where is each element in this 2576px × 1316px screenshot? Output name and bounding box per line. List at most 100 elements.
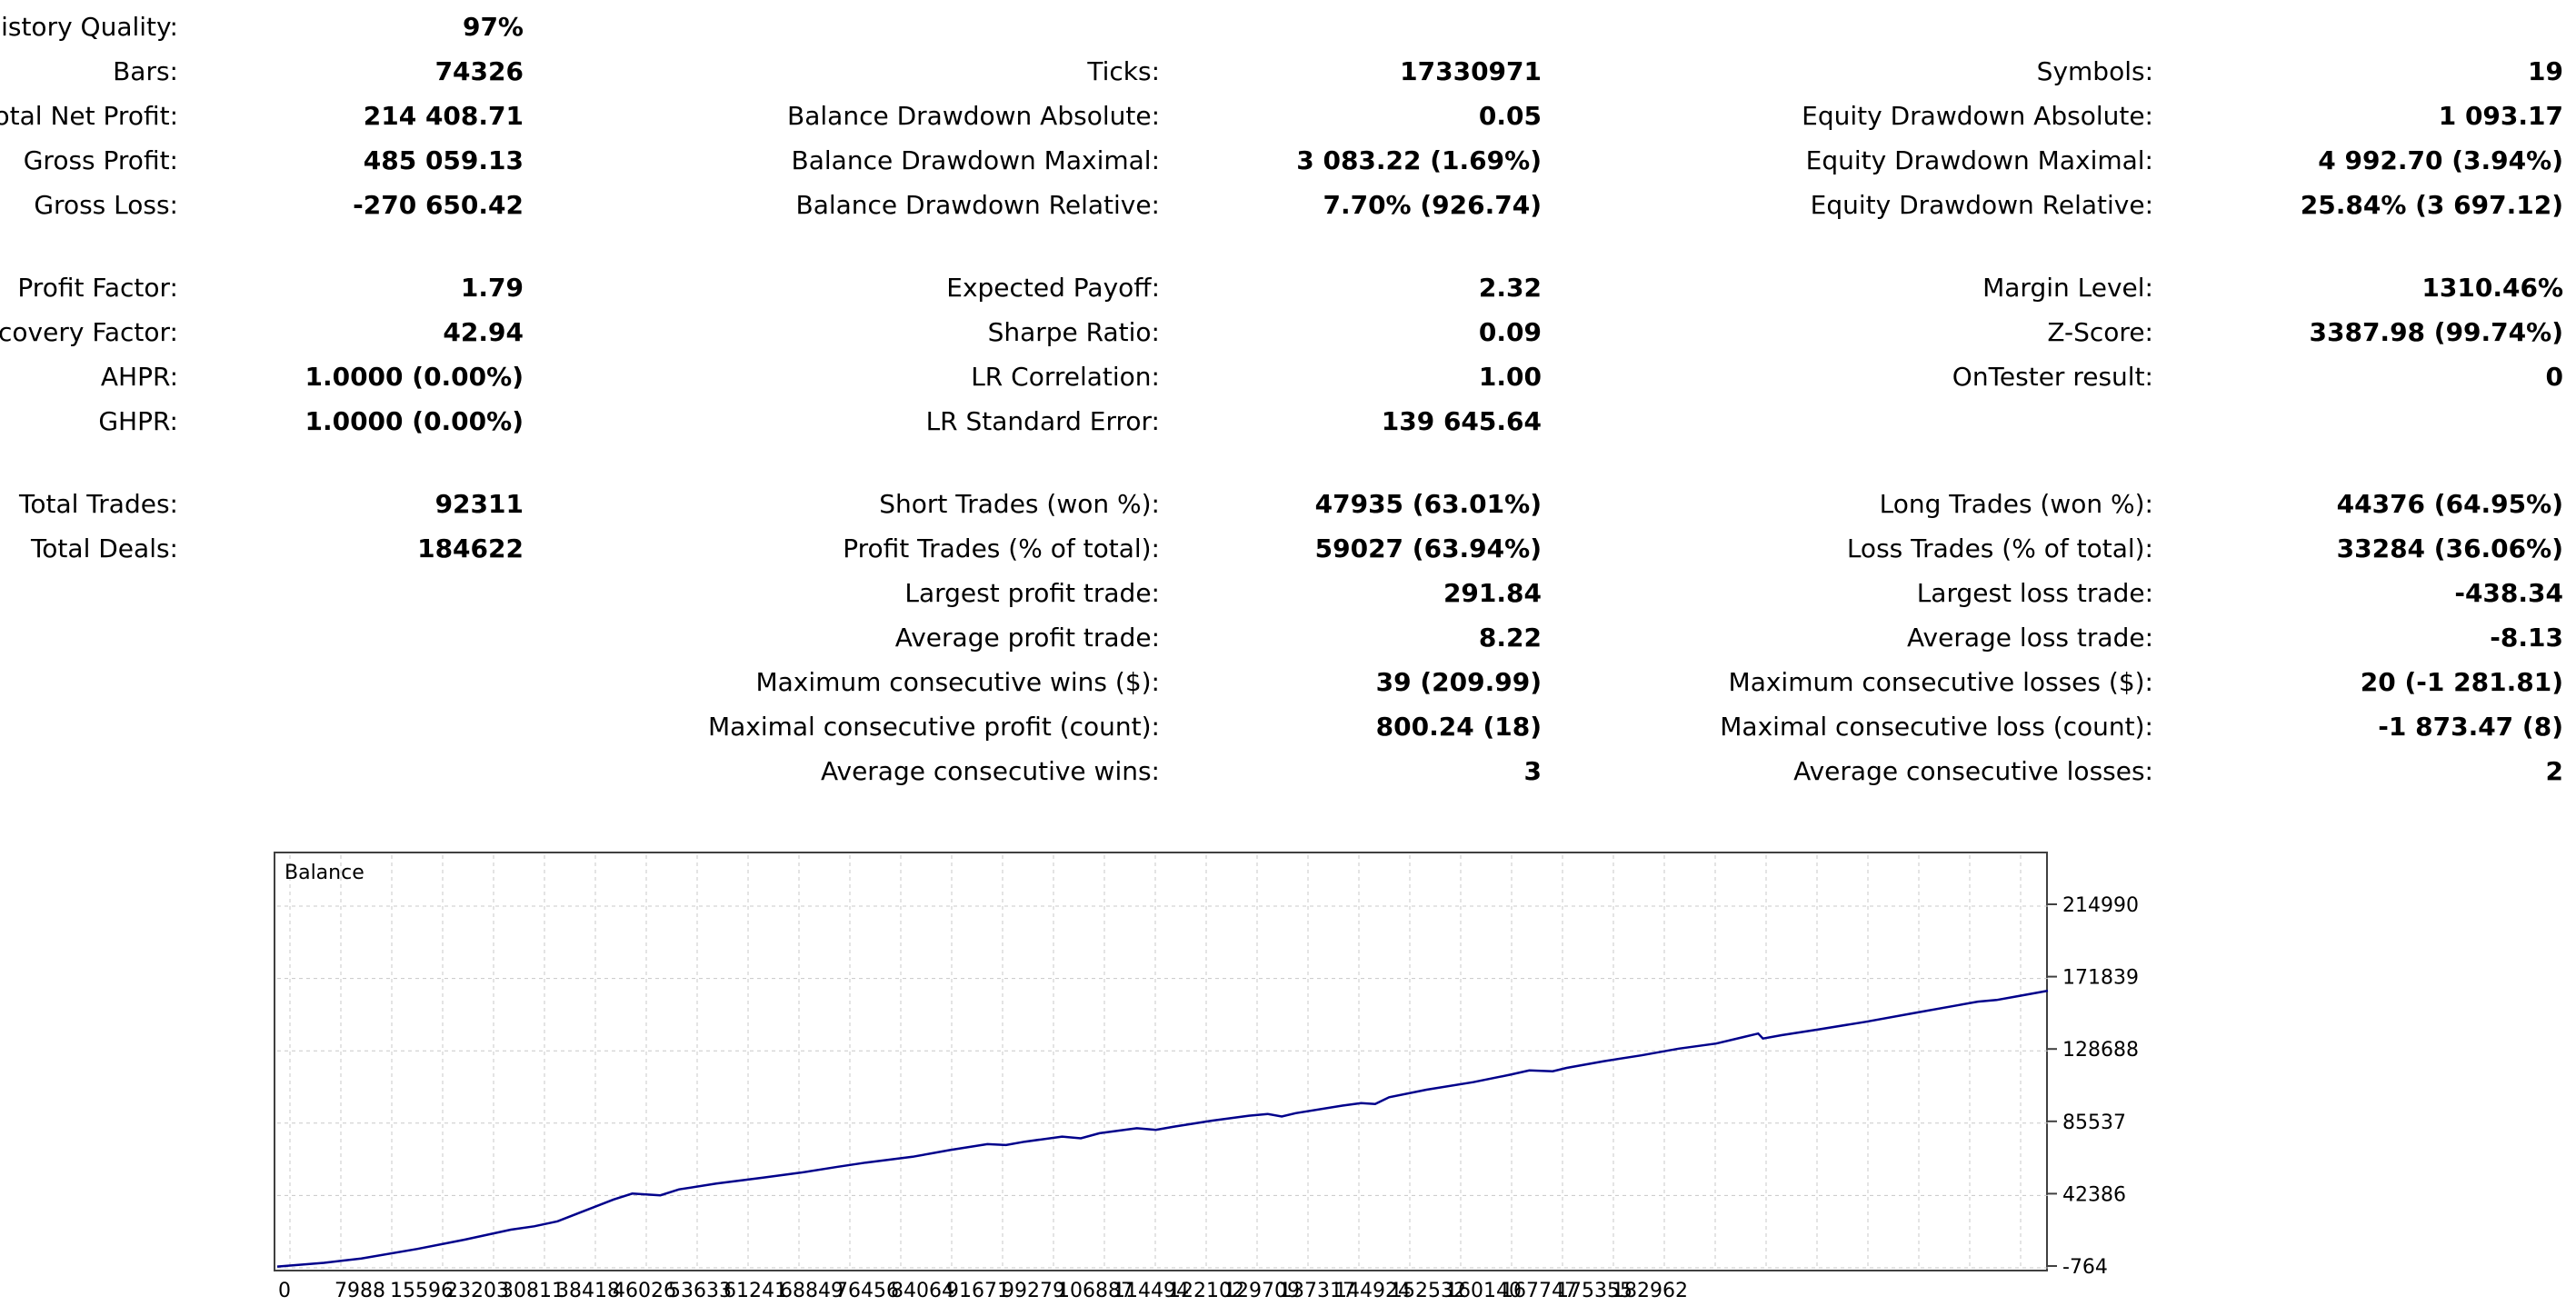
bars-label: Bars: xyxy=(113,56,178,86)
x-tick-label: 182962 xyxy=(1612,1280,1688,1302)
average-consecutive-wins-label: Average consecutive wins: xyxy=(820,756,1160,786)
average-profit-trade-value: 8.22 xyxy=(1478,623,1542,653)
average-consecutive-losses-value: 2 xyxy=(2545,756,2563,786)
y-tick-label: 171839 xyxy=(2062,967,2139,990)
chart-title: Balance xyxy=(285,862,364,884)
x-tick-label: 84064 xyxy=(891,1280,954,1302)
z-score-label: Z-Score: xyxy=(2047,317,2153,347)
balance-drawdown-absolute-value: 0.05 xyxy=(1478,101,1542,131)
gross-profit-label: Gross Profit: xyxy=(23,145,178,175)
equity-drawdown-absolute-value: 1 093.17 xyxy=(2438,101,2563,131)
balance-series-line xyxy=(276,989,2049,1268)
x-tick-label: 129709 xyxy=(1223,1280,1300,1302)
x-tick-label: 106887 xyxy=(1057,1280,1133,1302)
gross-loss-label: Gross Loss: xyxy=(34,190,178,220)
x-tick-label: 53633 xyxy=(668,1280,732,1302)
long-trades-won-label: Long Trades (won %): xyxy=(1879,489,2153,519)
long-trades-won-value: 44376 (64.95%) xyxy=(2336,489,2563,519)
equity-drawdown-relative-value: 25.84% (3 697.12) xyxy=(2300,190,2563,220)
gross-loss-value: -270 650.42 xyxy=(353,190,524,220)
bars-value: 74326 xyxy=(434,56,524,86)
x-tick-label: 7988 xyxy=(334,1280,385,1302)
average-profit-trade-label: Average profit trade: xyxy=(894,623,1160,653)
x-tick-label: 30811 xyxy=(501,1280,564,1302)
maximal-consecutive-profit-count-value: 800.24 (18) xyxy=(1375,712,1542,742)
ontester-result-value: 0 xyxy=(2545,362,2563,392)
x-tick-label: 144924 xyxy=(1334,1280,1411,1302)
lr-standard-error-value: 139 645.64 xyxy=(1381,406,1542,436)
profit-trades-of-total-label: Profit Trades (% of total): xyxy=(843,533,1160,563)
x-tick-label: 38418 xyxy=(556,1280,620,1302)
lr-standard-error-label: LR Standard Error: xyxy=(925,406,1160,436)
total-trades-value: 92311 xyxy=(434,489,524,519)
balance-drawdown-relative-label: Balance Drawdown Relative: xyxy=(795,190,1160,220)
largest-profit-trade-value: 291.84 xyxy=(1443,578,1542,608)
equity-drawdown-absolute-label: Equity Drawdown Absolute: xyxy=(1802,101,2153,131)
x-tick-label: 137317 xyxy=(1279,1280,1355,1302)
profit-factor-label: Profit Factor: xyxy=(17,273,178,303)
x-tick-label: 23203 xyxy=(445,1280,509,1302)
profit-factor-value: 1.79 xyxy=(460,273,524,303)
balance-chart: Balance xyxy=(274,852,2049,1271)
average-consecutive-wins-value: 3 xyxy=(1523,756,1542,786)
x-tick-label: 15596 xyxy=(390,1280,454,1302)
y-tick-label: 214990 xyxy=(2062,894,2139,917)
x-tick-label: 0 xyxy=(278,1280,291,1302)
balance-drawdown-relative-value: 7.70% (926.74) xyxy=(1323,190,1542,220)
loss-trades-of-total-value: 33284 (36.06%) xyxy=(2336,533,2563,563)
y-tick-label: 85537 xyxy=(2062,1112,2126,1134)
lr-correlation-label: LR Correlation: xyxy=(971,362,1160,392)
history-quality-value: 97% xyxy=(462,12,524,42)
lr-correlation-value: 1.00 xyxy=(1478,362,1542,392)
x-tick-label: 167747 xyxy=(1501,1280,1577,1302)
x-tick-label: 99279 xyxy=(1002,1280,1065,1302)
x-tick-label: 76456 xyxy=(835,1280,899,1302)
x-tick-label: 175355 xyxy=(1556,1280,1632,1302)
ticks-label: Ticks: xyxy=(1087,56,1160,86)
maximal-consecutive-loss-count-value: -1 873.47 (8) xyxy=(2378,712,2563,742)
total-deals-value: 184622 xyxy=(417,533,524,563)
gross-profit-value: 485 059.13 xyxy=(363,145,524,175)
y-tick-label: 42386 xyxy=(2062,1183,2126,1206)
sharpe-ratio-value: 0.09 xyxy=(1478,317,1542,347)
ahpr-label: AHPR: xyxy=(100,362,178,392)
maximal-consecutive-loss-count-label: Maximal consecutive loss (count): xyxy=(1720,712,2153,742)
maximal-consecutive-profit-count-label: Maximal consecutive profit (count): xyxy=(707,712,1160,742)
history-quality-label: History Quality: xyxy=(0,12,178,42)
x-tick-label: 122102 xyxy=(1168,1280,1244,1302)
ahpr-value: 1.0000 (0.00%) xyxy=(305,362,524,392)
largest-profit-trade-label: Largest profit trade: xyxy=(904,578,1160,608)
x-tick-label: 160140 xyxy=(1445,1280,1522,1302)
maximum-consecutive-losses-label: Maximum consecutive losses ($): xyxy=(1728,667,2153,697)
margin-level-value: 1310.46% xyxy=(2421,273,2563,303)
x-tick-label: 46026 xyxy=(613,1280,676,1302)
equity-drawdown-maximal-label: Equity Drawdown Maximal: xyxy=(1805,145,2153,175)
equity-drawdown-maximal-value: 4 992.70 (3.94%) xyxy=(2318,145,2563,175)
y-tick-label: -764 xyxy=(2062,1256,2108,1279)
recovery-factor-value: 42.94 xyxy=(443,317,524,347)
maximum-consecutive-wins-label: Maximum consecutive wins ($): xyxy=(755,667,1160,697)
largest-loss-trade-value: -438.34 xyxy=(2454,578,2563,608)
short-trades-won-label: Short Trades (won %): xyxy=(879,489,1160,519)
maximum-consecutive-losses-value: 20 (-1 281.81) xyxy=(2360,667,2563,697)
recovery-factor-label: Recovery Factor: xyxy=(0,317,178,347)
balance-drawdown-absolute-label: Balance Drawdown Absolute: xyxy=(787,101,1160,131)
average-consecutive-losses-label: Average consecutive losses: xyxy=(1793,756,2153,786)
ghpr-value: 1.0000 (0.00%) xyxy=(305,406,524,436)
largest-loss-trade-label: Largest loss trade: xyxy=(1916,578,2153,608)
balance-drawdown-maximal-label: Balance Drawdown Maximal: xyxy=(791,145,1160,175)
expected-payoff-label: Expected Payoff: xyxy=(946,273,1160,303)
x-tick-label: 152532 xyxy=(1390,1280,1466,1302)
margin-level-label: Margin Level: xyxy=(1982,273,2153,303)
expected-payoff-value: 2.32 xyxy=(1478,273,1542,303)
short-trades-won-value: 47935 (63.01%) xyxy=(1314,489,1542,519)
loss-trades-of-total-label: Loss Trades (% of total): xyxy=(1846,533,2153,563)
profit-trades-of-total-value: 59027 (63.94%) xyxy=(1314,533,1542,563)
ghpr-label: GHPR: xyxy=(98,406,178,436)
total-trades-label: Total Trades: xyxy=(19,489,178,519)
maximum-consecutive-wins-value: 39 (209.99) xyxy=(1375,667,1542,697)
total-net-profit-label: Total Net Profit: xyxy=(0,101,178,131)
ontester-result-label: OnTester result: xyxy=(1952,362,2153,392)
symbols-value: 19 xyxy=(2528,56,2563,86)
average-loss-trade-label: Average loss trade: xyxy=(1907,623,2153,653)
